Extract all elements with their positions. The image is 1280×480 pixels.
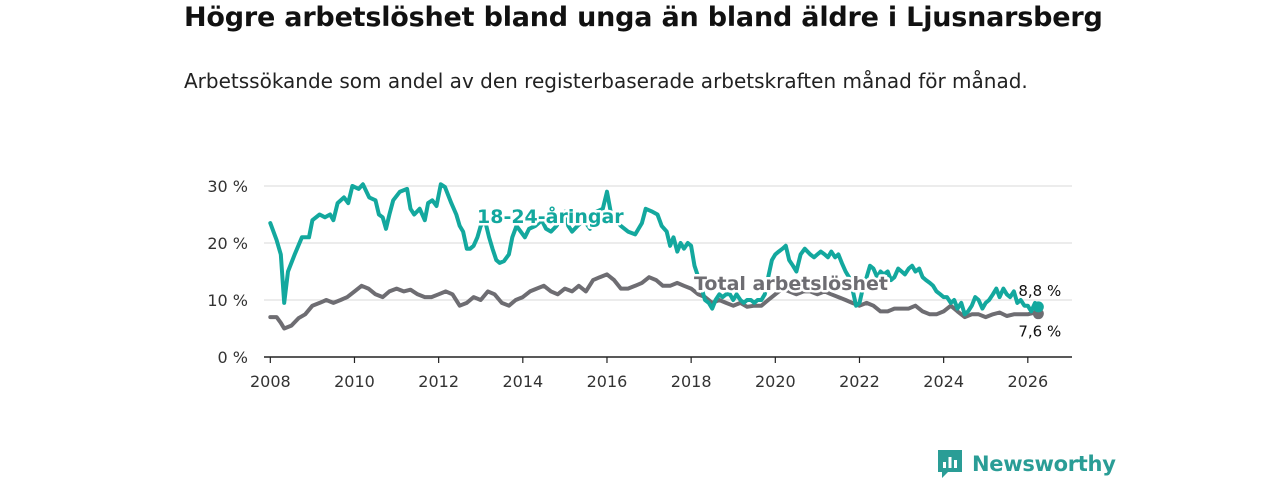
x-tick-label: 2022	[839, 372, 880, 391]
x-tick-label: 2010	[334, 372, 375, 391]
series-group	[268, 182, 1044, 331]
x-tick-label: 2020	[755, 372, 796, 391]
y-tick-label: 30 %	[207, 177, 248, 196]
end-point-youth	[1032, 301, 1044, 313]
x-axis-ticks: 2008 2010 2012 2014 2016 2018 2020 2022 2024 2026	[250, 357, 1048, 391]
x-tick-label: 2008	[250, 372, 291, 391]
x-tick-label: 2026	[1007, 372, 1048, 391]
brand-name: Newsworthy	[972, 452, 1116, 476]
end-label-youth: 8,8 %	[1018, 282, 1061, 300]
series-label-youth-halo: 18-24-åringar	[477, 204, 624, 228]
chart-title: Högre arbetslöshet bland unga än bland ä…	[184, 2, 1103, 33]
series-label-youth: 18-24-åringar	[477, 204, 624, 228]
y-tick-label: 0 %	[218, 348, 248, 367]
y-axis-ticks: 0 % 10 % 20 % 30 %	[207, 177, 248, 367]
series-label-total-halo: Total arbetslöshet	[694, 273, 888, 295]
grid-lines	[264, 185, 1072, 358]
chart-subtitle: Arbetssökande som andel av den registerb…	[184, 69, 1028, 93]
series-label-total: Total arbetslöshet	[694, 273, 888, 295]
y-tick-label: 20 %	[207, 234, 248, 253]
x-tick-label: 2018	[671, 372, 712, 391]
x-tick-label: 2012	[418, 372, 459, 391]
y-tick-label: 10 %	[207, 291, 248, 310]
newsworthy-brand[interactable]: Newsworthy	[936, 448, 1116, 480]
x-tick-label: 2014	[502, 372, 543, 391]
series-line-total	[268, 272, 1041, 331]
x-tick-label: 2016	[587, 372, 628, 391]
series-line-youth	[268, 182, 1041, 317]
end-label-total: 7,6 %	[1018, 323, 1061, 341]
newsworthy-logo-icon	[938, 450, 962, 478]
x-tick-label: 2024	[923, 372, 964, 391]
